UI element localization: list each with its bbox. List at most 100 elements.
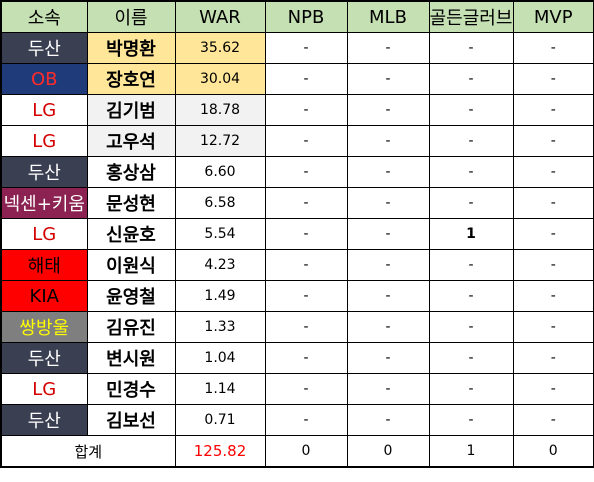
war-cell: 1.14 xyxy=(174,373,266,405)
war-cell: 0.71 xyxy=(174,404,266,436)
team-cell: 두산 xyxy=(0,404,88,436)
name-cell: 김기범 xyxy=(86,94,176,126)
header-golden-glove: 골든글러브 xyxy=(428,0,514,33)
name-cell: 변시원 xyxy=(86,342,176,374)
golden-glove-cell: - xyxy=(428,342,514,374)
team-cell: OB xyxy=(0,63,88,95)
npb-cell: - xyxy=(264,249,348,281)
team-cell: 넥센+키움 xyxy=(0,187,88,219)
mvp-cell: - xyxy=(512,125,594,157)
mvp-cell: - xyxy=(512,32,594,64)
name-cell: 김보선 xyxy=(86,404,176,436)
table-row: LG 김기범 18.78- - - - xyxy=(0,94,594,126)
war-cell: 12.72 xyxy=(174,125,266,157)
npb-cell: - xyxy=(264,404,348,436)
mlb-cell: - xyxy=(346,311,430,343)
mvp-cell: - xyxy=(512,311,594,343)
war-cell: 18.78 xyxy=(174,94,266,126)
name-cell: 민경수 xyxy=(86,373,176,405)
team-cell: 두산 xyxy=(0,156,88,188)
golden-glove-cell: - xyxy=(428,373,514,405)
header-mvp: MVP xyxy=(512,0,594,33)
table-row: LG 민경수 1.14- - - - xyxy=(0,373,594,405)
team-cell: LG xyxy=(0,125,88,157)
mlb-cell: - xyxy=(346,218,430,250)
mvp-cell: - xyxy=(512,373,594,405)
team-cell: 쌍방울 xyxy=(0,311,88,343)
table-row: 두산 김보선 0.71- - - - xyxy=(0,404,594,436)
npb-cell: - xyxy=(264,187,348,219)
golden-glove-cell: - xyxy=(428,94,514,126)
golden-glove-cell: - xyxy=(428,280,514,312)
mvp-cell: - xyxy=(512,249,594,281)
team-cell: KIA xyxy=(0,280,88,312)
name-cell: 고우석 xyxy=(86,125,176,157)
mlb-cell: - xyxy=(346,125,430,157)
golden-glove-cell: - xyxy=(428,249,514,281)
total-mvp: 0 xyxy=(512,435,594,468)
name-cell: 문성현 xyxy=(86,187,176,219)
war-cell: 1.49 xyxy=(174,280,266,312)
table-row: 넥센+키움 문성현 6.58- - - - xyxy=(0,187,594,219)
table-row: 두산 변시원 1.04- - - - xyxy=(0,342,594,374)
golden-glove-cell: - xyxy=(428,156,514,188)
golden-glove-cell: - xyxy=(428,187,514,219)
npb-cell: - xyxy=(264,311,348,343)
golden-glove-cell: - xyxy=(428,63,514,95)
golden-glove-cell: - xyxy=(428,311,514,343)
mlb-cell: - xyxy=(346,94,430,126)
team-cell: 두산 xyxy=(0,342,88,374)
mvp-cell: - xyxy=(512,404,594,436)
mvp-cell: - xyxy=(512,94,594,126)
npb-cell: - xyxy=(264,156,348,188)
total-mlb: 0 xyxy=(346,435,430,468)
mlb-cell: - xyxy=(346,32,430,64)
golden-glove-cell: 1 xyxy=(428,218,514,250)
name-cell: 윤영철 xyxy=(86,280,176,312)
table-row: LG 신윤호 5.54- -1- xyxy=(0,218,594,250)
mlb-cell: - xyxy=(346,342,430,374)
team-cell: 해태 xyxy=(0,249,88,281)
mlb-cell: - xyxy=(346,373,430,405)
npb-cell: - xyxy=(264,125,348,157)
header-name: 이름 xyxy=(86,0,176,33)
total-row: 합계 125.82 0 0 1 0 xyxy=(0,435,594,468)
npb-cell: - xyxy=(264,342,348,374)
header-team: 소속 xyxy=(0,0,88,33)
team-cell: LG xyxy=(0,218,88,250)
name-cell: 신윤호 xyxy=(86,218,176,250)
name-cell: 박명환 xyxy=(86,32,176,64)
table-row: 해태 이원식 4.23- - - - xyxy=(0,249,594,281)
table-row: 두산 박명환 35.62- - - - xyxy=(0,32,594,64)
table-row: KIA 윤영철 1.49- - - - xyxy=(0,280,594,312)
name-cell: 김유진 xyxy=(86,311,176,343)
total-label: 합계 xyxy=(0,435,176,468)
war-cell: 6.60 xyxy=(174,156,266,188)
npb-cell: - xyxy=(264,218,348,250)
player-war-table: 소속 이름 WAR NPB MLB 골든글러브 MVP 두산 박명환 35.62- -… xyxy=(0,0,594,468)
golden-glove-cell: - xyxy=(428,32,514,64)
npb-cell: - xyxy=(264,94,348,126)
golden-glove-cell: - xyxy=(428,125,514,157)
name-cell: 장호연 xyxy=(86,63,176,95)
team-cell: 두산 xyxy=(0,32,88,64)
npb-cell: - xyxy=(264,63,348,95)
total-npb: 0 xyxy=(264,435,348,468)
header-mlb: MLB xyxy=(346,0,430,33)
mvp-cell: - xyxy=(512,218,594,250)
mvp-cell: - xyxy=(512,187,594,219)
war-cell: 1.04 xyxy=(174,342,266,374)
mlb-cell: - xyxy=(346,280,430,312)
table-row: 쌍방울 김유진 1.33- - - - xyxy=(0,311,594,343)
mvp-cell: - xyxy=(512,280,594,312)
war-cell: 35.62 xyxy=(174,32,266,64)
total-golden-glove: 1 xyxy=(428,435,514,468)
mvp-cell: - xyxy=(512,156,594,188)
header-war: WAR xyxy=(174,0,266,33)
war-cell: 6.58 xyxy=(174,187,266,219)
team-cell: LG xyxy=(0,373,88,405)
mlb-cell: - xyxy=(346,187,430,219)
name-cell: 홍상삼 xyxy=(86,156,176,188)
mlb-cell: - xyxy=(346,63,430,95)
total-war: 125.82 xyxy=(174,435,266,468)
